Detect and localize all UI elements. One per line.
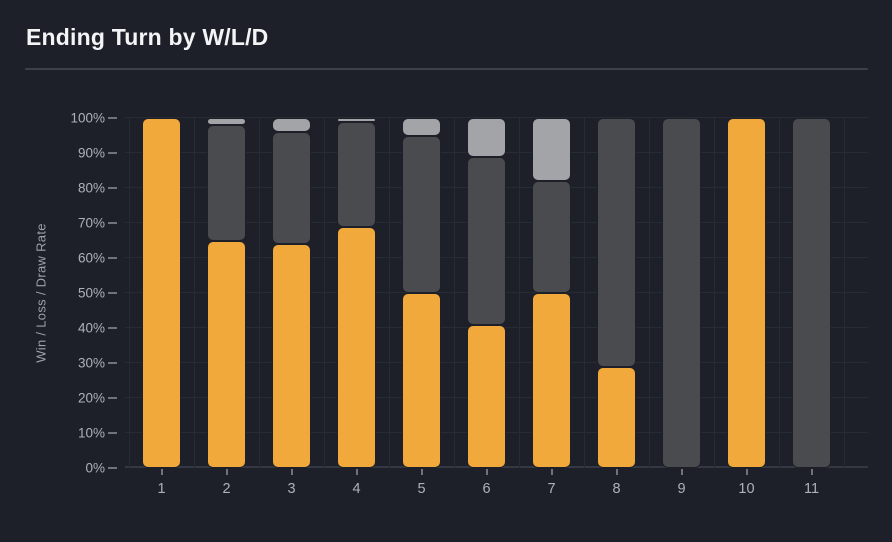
gridline-vertical	[519, 118, 520, 468]
gridline-vertical	[324, 118, 325, 468]
x-tick-mark	[420, 469, 423, 475]
gridline-vertical	[779, 118, 780, 468]
y-tick-mark	[108, 187, 117, 189]
x-tick-mark	[745, 469, 748, 475]
bar-stack[interactable]	[324, 118, 389, 468]
y-tick-label: 20%	[77, 390, 105, 406]
y-tick-mark	[108, 117, 117, 119]
x-tick-label: 5	[417, 481, 426, 497]
bar-segment-draw[interactable]	[272, 118, 311, 132]
x-tick-mark	[810, 469, 813, 475]
bar-segment-win[interactable]	[337, 226, 376, 468]
x-tick-mark	[485, 469, 488, 475]
bar-stack[interactable]	[194, 118, 259, 468]
bar-segment-win[interactable]	[532, 293, 571, 468]
x-tick-label: 3	[287, 481, 296, 497]
bar-stack[interactable]	[649, 118, 714, 468]
bar-segment-win[interactable]	[402, 293, 441, 468]
x-tick-label: 4	[352, 481, 361, 497]
bar-stack[interactable]	[519, 118, 584, 468]
bar-segment-loss[interactable]	[467, 156, 506, 325]
bar-segment-loss[interactable]	[402, 135, 441, 293]
bar-segment-win[interactable]	[467, 324, 506, 468]
bar-segment-loss[interactable]	[662, 118, 701, 468]
gridline-horizontal	[125, 117, 868, 118]
x-tick-mark	[615, 469, 618, 475]
gridline-vertical	[129, 118, 130, 468]
x-tick-mark	[355, 469, 358, 475]
y-tick-label: 100%	[70, 110, 105, 126]
bar-segment-loss[interactable]	[532, 181, 571, 293]
x-tick-mark	[680, 469, 683, 475]
bar-stack[interactable]	[389, 118, 454, 468]
title-divider	[25, 68, 868, 70]
bar-segment-win[interactable]	[597, 366, 636, 468]
y-tick-label: 50%	[77, 285, 105, 301]
y-tick-mark	[108, 327, 117, 329]
bar-segment-draw[interactable]	[532, 118, 571, 181]
plot-area: 0% 10% 20% 30% 40% 50% 60% 70% 80% 90% 100% 1 2 3 4 5 6 7…	[70, 111, 868, 497]
bar-segment-draw[interactable]	[467, 118, 506, 157]
y-tick-label: 60%	[77, 250, 105, 266]
y-tick-mark	[108, 292, 117, 294]
bar-segment-loss[interactable]	[207, 125, 246, 241]
chart-title: Ending Turn by W/L/D	[26, 24, 269, 50]
y-axis-title: Win / Loss / Draw Rate	[33, 223, 49, 363]
bar-stack[interactable]	[259, 118, 324, 468]
gridline-vertical	[844, 118, 845, 468]
y-tick-label: 40%	[77, 320, 105, 336]
y-tick-mark	[108, 152, 117, 154]
gridline-vertical	[389, 118, 390, 468]
y-tick-label: 80%	[77, 180, 105, 196]
bar-stack[interactable]	[454, 118, 519, 468]
x-tick-label: 1	[157, 481, 166, 497]
gridline-vertical	[194, 118, 195, 468]
bar-stack[interactable]	[779, 118, 844, 468]
bar-segment-loss[interactable]	[337, 121, 376, 227]
bar-stack[interactable]	[714, 118, 779, 468]
x-tick-mark	[550, 469, 553, 475]
y-tick-label: 90%	[77, 145, 105, 161]
x-tick-mark	[160, 469, 163, 475]
gridline-vertical	[714, 118, 715, 468]
y-tick-label: 0%	[85, 460, 105, 476]
gridline-vertical	[454, 118, 455, 468]
y-tick-label: 70%	[77, 215, 105, 231]
bar-segment-draw[interactable]	[337, 118, 376, 122]
y-tick-mark	[108, 257, 117, 259]
x-tick-mark	[225, 469, 228, 475]
x-tick-mark	[290, 469, 293, 475]
y-tick-mark	[108, 397, 117, 399]
bar-segment-win[interactable]	[727, 118, 766, 468]
y-tick-mark	[108, 222, 117, 224]
x-tick-label: 8	[612, 481, 621, 497]
x-tick-label: 10	[738, 481, 755, 497]
bar-segment-draw[interactable]	[207, 118, 246, 125]
gridline-vertical	[584, 118, 585, 468]
bar-segment-draw[interactable]	[402, 118, 441, 136]
bar-segment-loss[interactable]	[792, 118, 831, 468]
y-tick-mark	[108, 467, 117, 469]
bar-stack[interactable]	[584, 118, 649, 468]
gridline-vertical	[259, 118, 260, 468]
bar-segment-win[interactable]	[272, 244, 311, 468]
bar-segment-loss[interactable]	[272, 132, 311, 244]
bar-segment-loss[interactable]	[597, 118, 636, 367]
x-tick-label: 9	[677, 481, 686, 497]
x-tick-label: 6	[482, 481, 491, 497]
bar-stack[interactable]	[129, 118, 194, 468]
x-tick-label: 11	[803, 481, 820, 497]
y-tick-label: 30%	[77, 355, 105, 371]
bar-segment-win[interactable]	[207, 240, 246, 468]
bar-segment-win[interactable]	[142, 118, 181, 468]
gridline-vertical	[649, 118, 650, 468]
x-tick-label: 2	[222, 481, 231, 497]
x-tick-label: 7	[547, 481, 556, 497]
y-tick-label: 10%	[77, 425, 105, 441]
y-tick-mark	[108, 362, 117, 364]
y-tick-mark	[108, 432, 117, 434]
